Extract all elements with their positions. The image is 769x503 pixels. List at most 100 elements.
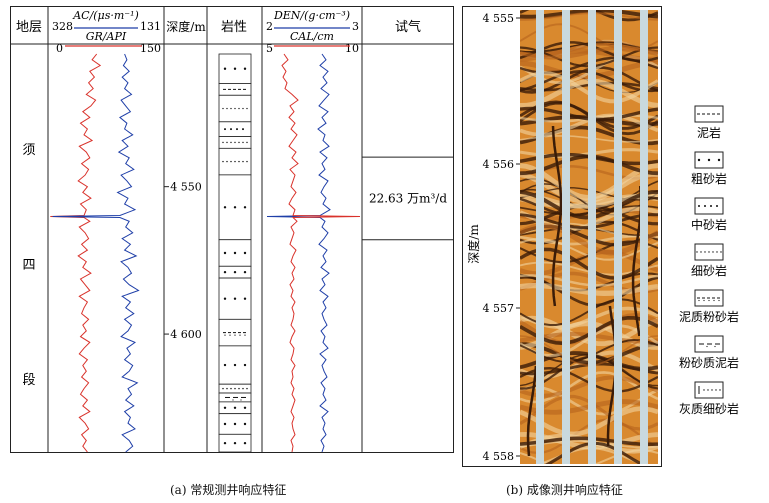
pattern-dot: [718, 299, 720, 302]
gas-test-result: 22.63 万m³/d: [369, 191, 447, 205]
legend-label: 泥质粉砂岩: [679, 309, 739, 324]
pattern-dot: [222, 107, 224, 110]
lithology-layer: [218, 136, 252, 149]
pattern-dot: [234, 141, 236, 144]
image-pad-gap: [536, 10, 544, 464]
pattern-dot: [240, 399, 242, 401]
pattern-dot: [226, 387, 228, 390]
col-header-lithology: 岩性: [221, 20, 247, 35]
den-label: DEN/(g·cm⁻³): [273, 9, 350, 22]
pattern-dot: [242, 128, 244, 131]
pattern-dot: [233, 297, 237, 300]
pattern-dot: [234, 387, 236, 390]
pattern-dot: [236, 128, 238, 131]
legend-item: 泥岩: [694, 105, 724, 140]
pattern-dot: [233, 251, 237, 255]
pattern-dot: [230, 141, 232, 144]
pattern-dot: [233, 406, 237, 409]
image-band: [520, 10, 658, 22]
legend-item: 泥质粉砂岩: [679, 289, 739, 324]
formation-char: 四: [22, 258, 35, 273]
den-curve: [266, 53, 331, 453]
lithology-layer: [218, 383, 252, 394]
lithology-layer: [218, 239, 252, 267]
pattern-dot: [224, 334, 226, 336]
pattern-dot: [243, 67, 247, 70]
pattern-dot: [243, 206, 247, 209]
pattern-dot: [246, 141, 248, 144]
lithology-layer: [218, 147, 252, 176]
lithology-layer: [218, 318, 252, 347]
image-y-tick-label: 4 555: [483, 12, 515, 25]
formation-char: 段: [22, 373, 35, 388]
pattern-dot: [234, 160, 236, 163]
ac-curve: [52, 53, 140, 453]
legend-label: 粉砂质泥岩: [679, 355, 739, 370]
image-y-tick-label: 4 558: [483, 450, 515, 463]
image-pad-gap: [640, 10, 648, 464]
lithology-layer: [218, 401, 252, 415]
pattern-dot: [230, 107, 232, 110]
cal-label: CAL/cm: [290, 30, 334, 43]
pattern-dot: [703, 389, 705, 391]
pattern-dot: [222, 160, 224, 163]
pattern-dot: [243, 406, 247, 409]
pattern-dot: [720, 251, 722, 253]
pattern-dot: [697, 158, 701, 162]
pattern-dot: [223, 206, 227, 209]
col-header-depth: 深度/m: [166, 19, 206, 34]
legend-item: 中砂岩: [691, 197, 727, 232]
pattern-dot: [242, 160, 244, 163]
pattern-dot: [229, 334, 231, 336]
conventional-log-panel: 地层 深度/m 岩性 试气 AC/(μs·m⁻¹) 328 131 GR/API…: [10, 6, 454, 453]
pattern-dot: [233, 67, 237, 70]
pattern-dot: [243, 363, 247, 367]
image-y-tick-label: 4 556: [483, 158, 515, 171]
gr-max: 150: [140, 42, 161, 55]
legend-swatch: [694, 381, 724, 399]
pattern-dot: [713, 299, 715, 302]
image-y-tick-label: 4 557: [483, 302, 515, 315]
pattern-dot: [243, 270, 247, 274]
pattern-dot: [704, 205, 706, 207]
pattern-dot: [230, 160, 232, 163]
pattern-dot: [230, 128, 232, 131]
lithology-layer: [218, 53, 252, 84]
ac-label: AC/(μs·m⁻¹): [72, 9, 139, 22]
legend-label: 灰质细砂岩: [679, 401, 739, 416]
pattern-dot: [242, 107, 244, 110]
pattern-dot: [710, 205, 712, 207]
image-fracture: [526, 365, 538, 457]
cal-max: 10: [345, 42, 359, 55]
caption-a: (a) 常规测井响应特征: [170, 483, 287, 497]
pattern-dot: [238, 107, 240, 110]
lithology-layer: [218, 277, 252, 320]
pattern-dot: [704, 251, 706, 253]
gr-label: GR/API: [86, 30, 127, 43]
pattern-dot: [244, 334, 246, 336]
lithology-layer: [218, 121, 252, 137]
pattern-dot: [222, 141, 224, 144]
pattern-dot: [234, 334, 236, 336]
image-ylabel: 深度/m: [466, 224, 481, 264]
pattern-dot: [226, 160, 228, 163]
lithology-layer: [218, 345, 252, 385]
pattern-dot: [234, 107, 236, 110]
pattern-dot: [707, 389, 709, 391]
gas-test-column: 22.63 万m³/d: [362, 156, 454, 241]
image-log: [520, 10, 658, 464]
pattern-dot: [698, 299, 700, 302]
legend-swatch: [694, 197, 724, 215]
formation-char: 须: [22, 143, 35, 158]
panel-frame: [10, 6, 454, 453]
legend-label: 细砂岩: [691, 263, 727, 278]
image-pad-gap: [614, 10, 622, 464]
pattern-dot: [223, 422, 227, 426]
pattern-dot: [226, 107, 228, 110]
lithology-layer: [218, 392, 252, 403]
pattern-dot: [242, 141, 244, 144]
ac-min: 328: [52, 20, 73, 33]
legend-label: 泥岩: [697, 125, 721, 140]
lithology-column: [218, 53, 252, 453]
